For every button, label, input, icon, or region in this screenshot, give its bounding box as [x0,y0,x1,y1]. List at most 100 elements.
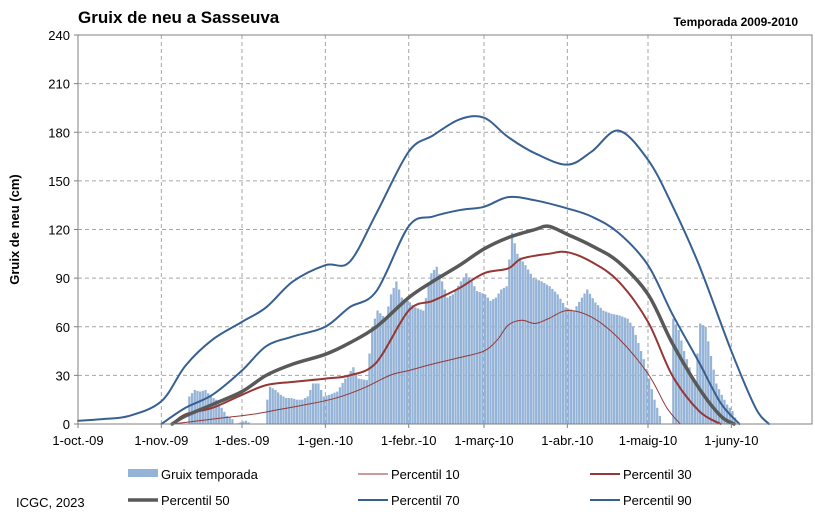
snow-depth-bar [322,396,325,424]
snow-depth-bar [190,393,194,424]
snow-depth-bar [282,396,285,424]
y-tick-label: 30 [56,368,70,383]
legend: Gruix temporada Percentil 10 Percentil 30 P… [128,467,692,508]
snow-depth-bar [438,274,441,424]
snow-depth-bars [188,232,737,424]
snow-depth-bar [381,315,385,424]
snow-depth-bar [215,399,218,424]
snow-depth-bar [220,407,223,424]
snow-depth-bar [424,298,428,424]
snow-depth-bar [346,374,350,424]
snow-depth-bar [510,232,514,424]
snow-depth-bar [567,308,570,424]
snow-depth-bar [518,257,522,424]
snow-depth-bar [631,326,635,424]
x-tick-label: 1-febr.-10 [381,433,437,448]
snow-depth-bar [621,316,624,424]
snow-depth-bar [615,314,619,424]
snow-depth-bar [242,421,245,424]
snow-depth-bar [500,289,503,424]
snow-depth-bar [344,378,347,424]
snow-depth-bar [473,286,476,424]
snow-depth-bar [645,368,648,424]
snow-depth-bar [602,310,605,424]
snow-depth-bar [527,269,530,424]
snow-depth-bar [723,399,726,424]
snow-depth-bar [720,394,723,424]
snow-depth-bar [478,292,481,424]
snow-depth-bar [379,313,382,424]
snow-depth-bar [193,389,196,424]
snow-depth-bar [680,340,683,424]
y-tick-label: 0 [63,417,70,432]
snow-depth-bar [596,305,600,424]
snow-depth-bar [462,277,465,424]
series-line-4 [160,195,741,425]
snow-depth-bar [416,308,420,424]
snow-depth-bar [685,359,688,424]
snow-depth-bar [553,291,557,424]
snow-depth-bar [295,399,299,424]
snow-depth-bar [432,270,436,424]
snow-depth-bar [303,398,307,424]
snow-depth-bar [575,306,578,424]
snow-depth-bar [209,396,213,424]
snow-depth-bar [642,359,645,424]
snow-depth-bar [677,329,680,424]
snow-depth-bar [564,307,567,424]
snow-depth-bar [551,288,554,424]
snow-depth-bar [371,326,374,424]
snow-depth-bar [330,393,334,424]
snow-depth-bar [293,398,296,424]
percentile-lines [77,115,770,426]
snow-depth-bar [693,383,696,424]
snow-depth-bar [268,386,272,424]
snow-depth-bar [440,281,444,424]
snow-depth-bar [403,299,406,424]
snow-depth-bar [454,290,457,424]
snow-depth-bar [467,277,471,424]
snow-depth-bar [707,341,710,424]
snow-depth-bar [228,417,231,424]
x-axis: 1-oct.-09 1-nov.-09 1-des.-09 1-gen.-10 1-fe… [52,424,758,448]
snow-depth-bar [529,273,532,424]
snow-depth-bar [494,297,498,424]
y-tick-label: 180 [48,125,70,140]
series-line-3 [170,224,736,426]
legend-label: Percentil 90 [623,493,692,508]
snow-depth-bar [188,396,191,424]
x-tick-label: 1-març-10 [454,433,513,448]
snow-depth-bar [298,399,301,424]
snow-depth-bar [513,243,516,424]
snow-depth-bar [556,294,559,424]
snow-depth-bar [400,297,403,424]
snow-depth-bar [583,293,586,424]
snow-depth-bar [274,389,277,424]
snow-depth-bar [430,273,433,424]
snow-depth-bar [629,322,632,424]
snow-depth-bar [475,291,479,424]
snow-depth-bar [639,351,643,424]
snow-depth-bar [537,280,541,424]
snow-depth-bar [532,278,535,424]
snow-depth-bar [588,293,592,424]
snow-depth-bar [276,392,280,424]
snow-depth-bar [196,390,199,424]
snow-depth-bar [365,380,368,424]
snow-depth-bar [333,392,336,424]
x-tick-label: 1-maig-10 [619,433,678,448]
snow-depth-bar [712,369,715,424]
snow-depth-bar [607,312,610,424]
snow-depth-bar [594,302,597,424]
snow-depth-bar [709,355,713,424]
snow-depth-bar [325,395,328,424]
snow-depth-bar [613,314,616,424]
snow-depth-bar [419,309,422,424]
snow-depth-bar [508,259,511,424]
snow-depth-bar [395,281,398,424]
x-tick-label: 1-abr.-10 [541,433,593,448]
x-tick-label: 1-des.-09 [215,433,270,448]
snow-depth-bar [570,309,573,424]
snow-depth-bar [285,398,288,424]
